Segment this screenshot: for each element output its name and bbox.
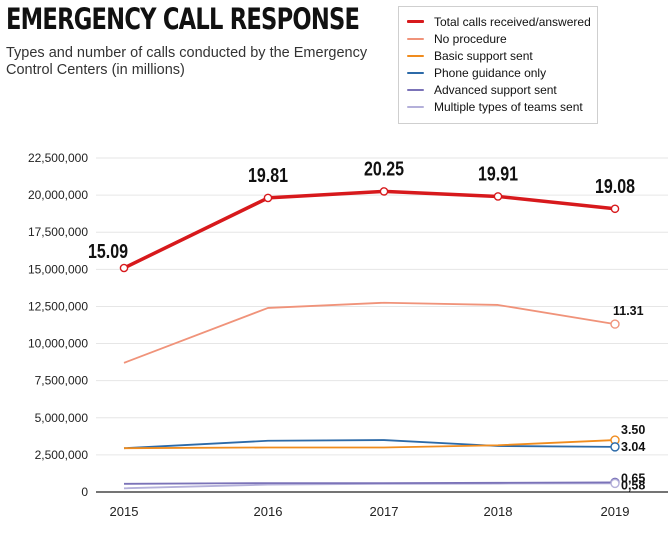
series-line <box>123 189 616 270</box>
data-point <box>610 204 620 214</box>
y-tick-label: 0 <box>81 485 88 499</box>
y-tick-label: 12,500,000 <box>28 299 88 313</box>
data-label: 20.25 <box>364 158 404 180</box>
legend-swatch <box>407 105 424 108</box>
series-line <box>123 439 616 450</box>
data-label: 11.31 <box>613 304 644 318</box>
legend-label: Total calls received/answered <box>434 14 591 29</box>
data-label: 19.91 <box>478 163 518 185</box>
series-line <box>123 481 616 485</box>
data-point <box>610 442 620 452</box>
legend-item: Multiple types of teams sent <box>407 98 597 115</box>
y-tick-label: 5,000,000 <box>35 411 89 425</box>
data-point <box>610 319 620 329</box>
chart-title: EMERGENCY CALL RESPONSE <box>6 2 360 36</box>
data-point <box>610 478 620 489</box>
legend-label: Phone guidance only <box>434 65 547 80</box>
chart-subtitle: Types and number of calls conducted by t… <box>6 45 368 78</box>
legend-item: No procedure <box>407 30 597 47</box>
data-label: 0,65 <box>621 471 645 485</box>
data-label: 15.09 <box>88 240 128 262</box>
legend-label: No procedure <box>434 31 507 46</box>
legend-label: Advanced support sent <box>434 82 557 97</box>
y-tick-label: 22,500,000 <box>28 151 88 165</box>
y-tick-label: 17,500,000 <box>28 225 88 239</box>
data-point <box>493 192 503 201</box>
series-line <box>123 301 616 364</box>
legend-label: Multiple types of teams sent <box>434 99 583 114</box>
legend-item: Total calls received/answered <box>407 13 597 30</box>
y-tick-label: 7,500,000 <box>35 374 89 388</box>
chart-legend: Total calls received/answered No procedur… <box>398 6 598 124</box>
series-line <box>123 439 616 450</box>
x-tick-label: 2018 <box>484 504 513 519</box>
data-label: 3.04 <box>621 440 645 454</box>
legend-swatch <box>407 37 424 40</box>
data-point <box>263 193 273 203</box>
legend-swatch <box>407 71 424 74</box>
y-tick-label: 20,000,000 <box>28 188 88 202</box>
legend-item: Phone guidance only <box>407 64 597 81</box>
legend-item: Advanced support sent <box>407 81 597 98</box>
data-label: 0,58 <box>621 478 645 492</box>
legend-swatch <box>407 88 424 91</box>
data-label: 19.08 <box>595 175 635 197</box>
y-tick-label: 15,000,000 <box>28 262 88 276</box>
x-tick-label: 2019 <box>601 504 630 519</box>
legend-swatch <box>407 54 424 57</box>
data-label: 3.50 <box>621 423 645 437</box>
x-tick-label: 2015 <box>110 504 139 519</box>
y-tick-label: 10,000,000 <box>28 337 88 351</box>
y-tick-label: 2,500,000 <box>35 448 89 462</box>
data-label: 19.81 <box>248 164 288 186</box>
legend-swatch <box>407 20 424 23</box>
data-point <box>379 187 389 196</box>
x-tick-label: 2017 <box>370 504 399 519</box>
legend-label: Basic support sent <box>434 48 533 63</box>
x-tick-label: 2016 <box>254 504 283 519</box>
legend-item: Basic support sent <box>407 47 597 64</box>
data-point <box>119 263 129 273</box>
